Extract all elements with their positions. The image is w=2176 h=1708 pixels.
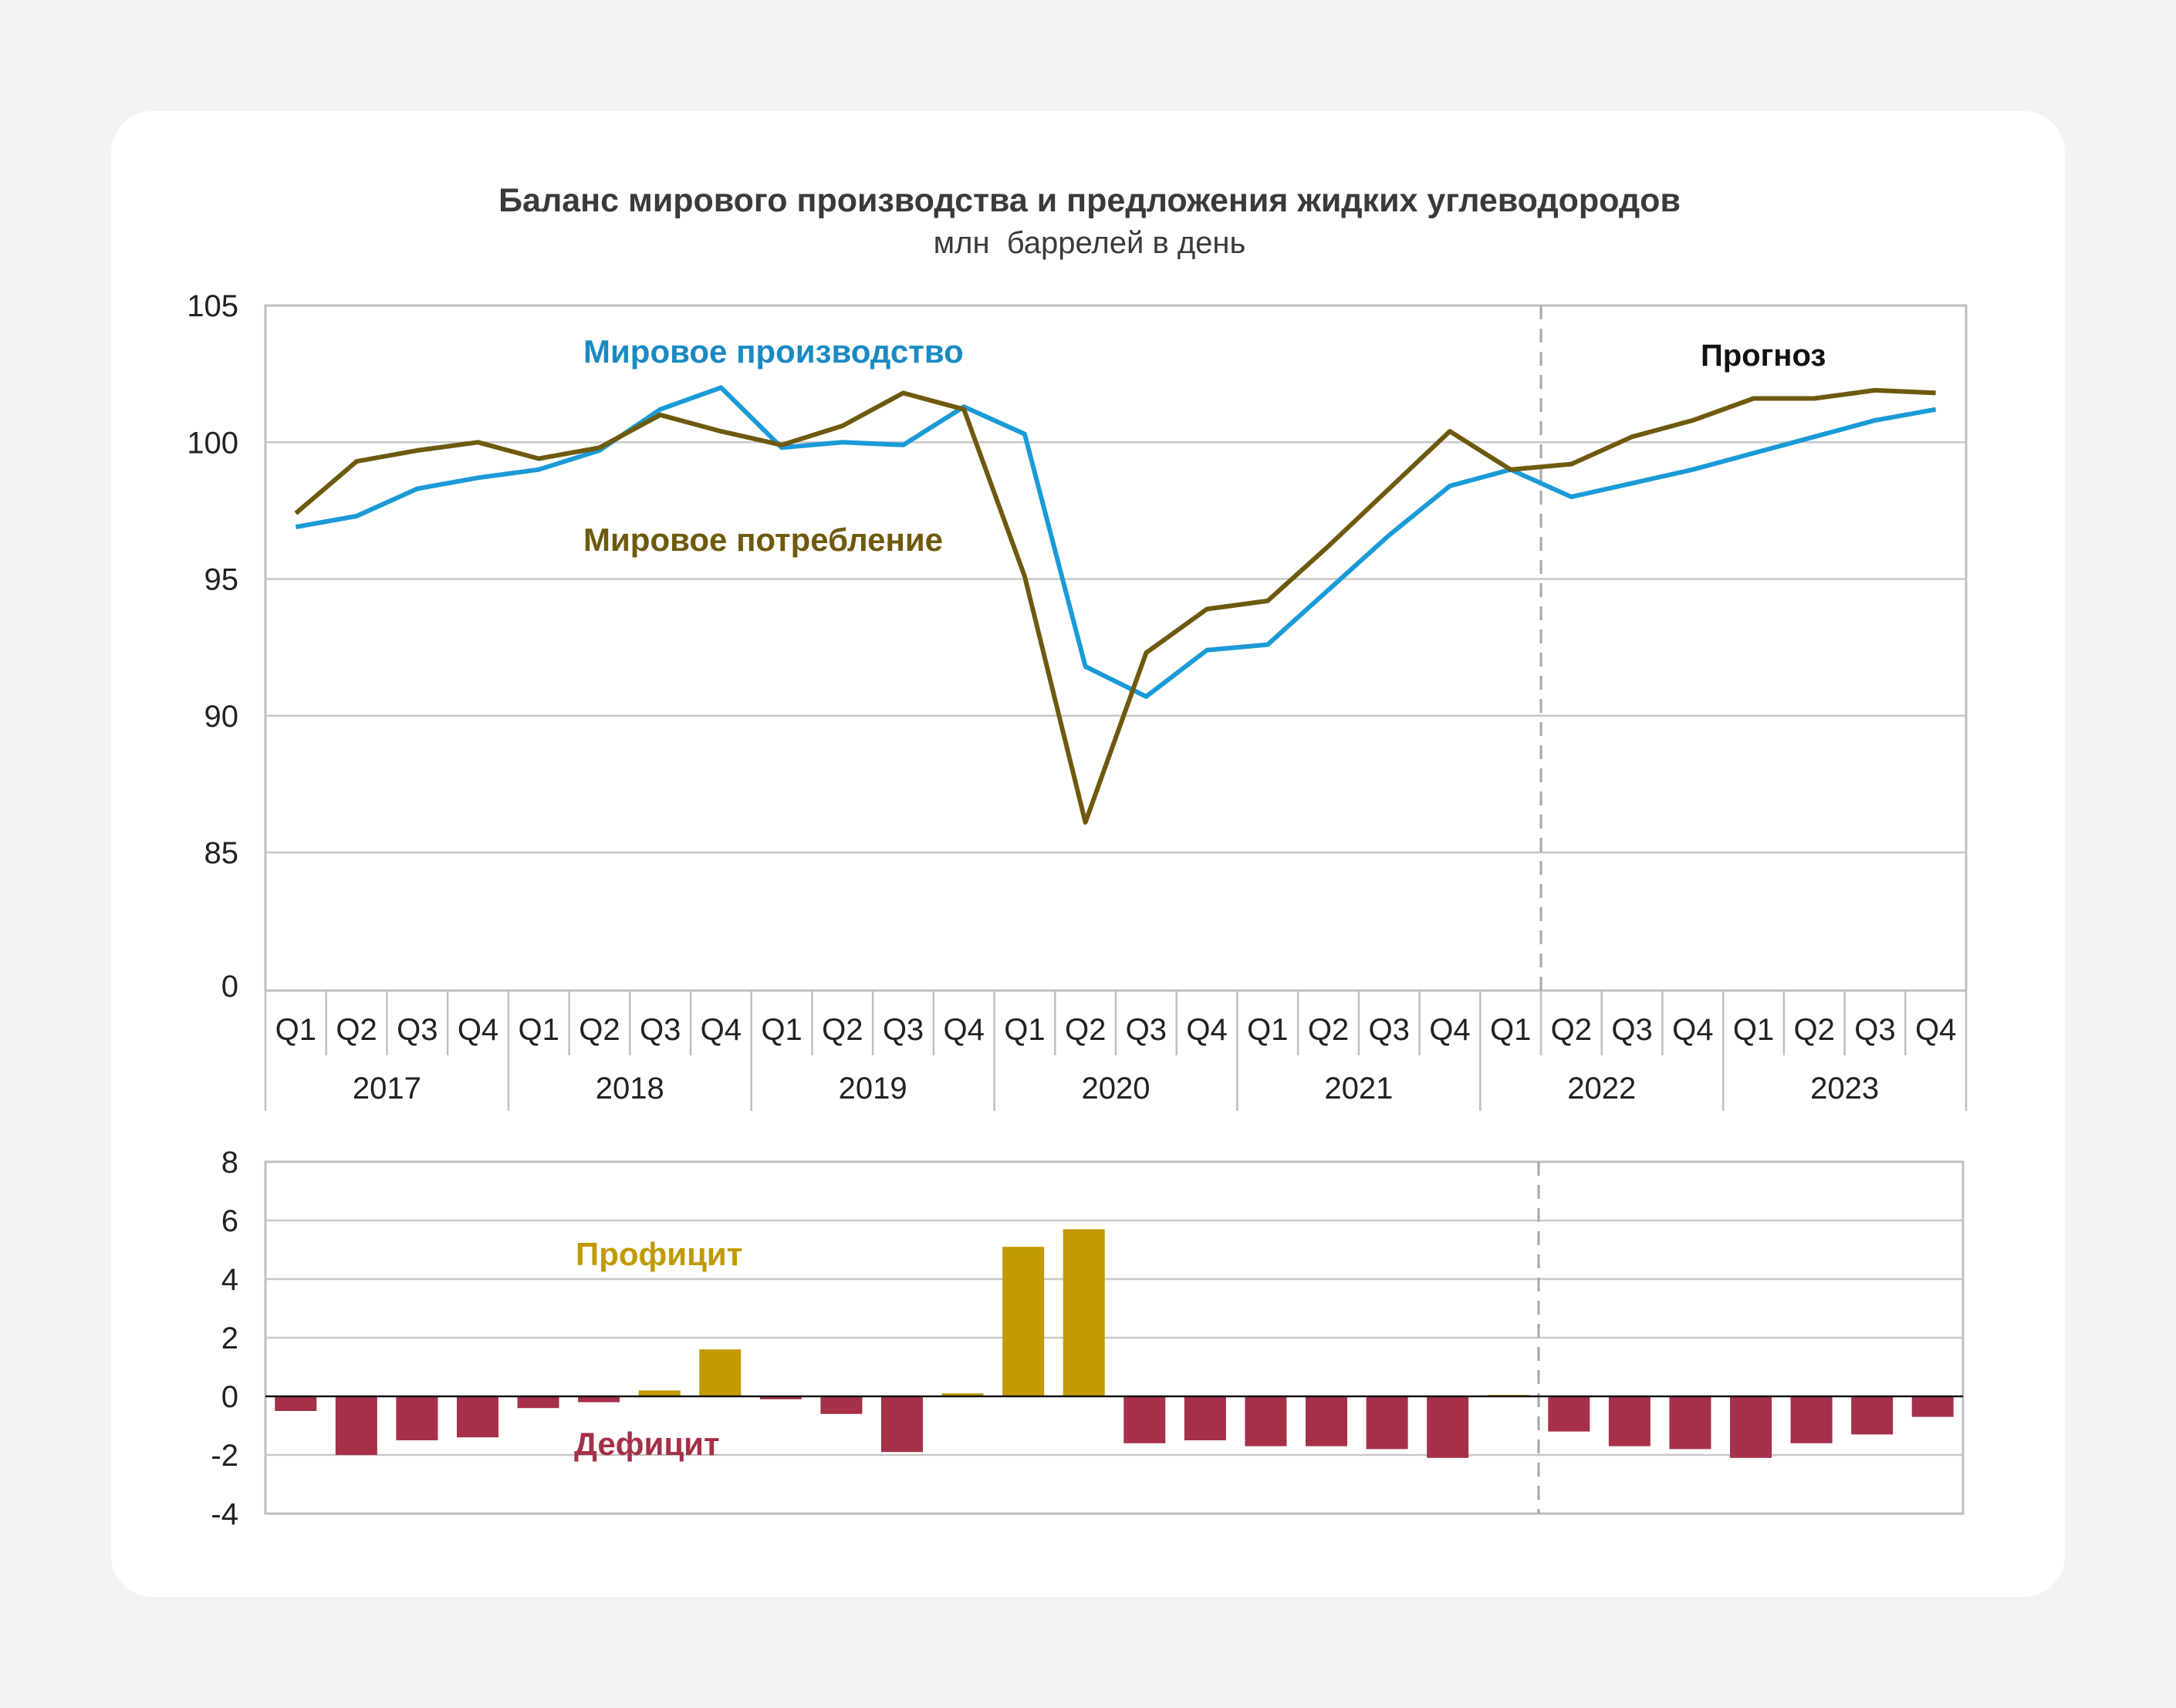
x-tick-quarter: Q4 [1915, 1013, 1956, 1047]
chart-subtitle: млн баррелей в день [934, 226, 1246, 260]
x-tick-quarter: Q4 [1429, 1013, 1470, 1047]
bar-deficit [1245, 1396, 1287, 1446]
bar-chart-y-axis: 8 6 4 2 0 -2 -4 [211, 1146, 238, 1531]
bar-chart: 8 6 4 2 0 -2 -4 Профицит Дефицит [211, 1146, 1965, 1531]
bar-surplus [1002, 1247, 1045, 1396]
series-label-production: Мировое производство [583, 333, 964, 370]
chart-svg: Баланс мирового производства и предложен… [187, 182, 1968, 1531]
bar-surplus [1063, 1229, 1105, 1396]
bar-deficit [1608, 1396, 1651, 1446]
x-tick-quarter: Q2 [1551, 1013, 1592, 1047]
bar-deficit [457, 1396, 498, 1438]
bar-y-tick-label: 8 [221, 1146, 238, 1180]
bar-surplus [638, 1390, 681, 1396]
x-tick-quarter: Q1 [1733, 1013, 1774, 1047]
bar-deficit [1306, 1396, 1347, 1446]
bar-deficit [275, 1396, 317, 1411]
x-tick-quarter: Q2 [1065, 1013, 1106, 1047]
y-tick-label: 105 [187, 289, 238, 323]
x-tick-quarter: Q1 [1004, 1013, 1045, 1047]
y-tick-label: 85 [204, 836, 239, 870]
bar-y-tick-label: 2 [221, 1322, 238, 1355]
x-tick-quarter: Q4 [1186, 1013, 1227, 1047]
bar-deficit [1851, 1396, 1894, 1435]
x-tick-quarter: Q2 [1308, 1013, 1349, 1047]
bar-y-tick-label: -4 [211, 1497, 238, 1531]
bar-y-tick-label: -2 [211, 1439, 238, 1473]
x-tick-quarter: Q1 [519, 1013, 559, 1047]
bar-deficit [1184, 1396, 1226, 1440]
x-tick-quarter: Q4 [701, 1013, 742, 1047]
bar-deficit [881, 1396, 923, 1453]
deficit-label: Дефицит [574, 1426, 720, 1462]
x-tick-quarter: Q3 [1854, 1013, 1895, 1047]
y-tick-label: 95 [204, 563, 239, 597]
bar-deficit [396, 1396, 438, 1440]
x-tick-quarter: Q3 [640, 1013, 681, 1047]
x-tick-year: 2020 [1082, 1072, 1151, 1105]
x-tick-quarter: Q1 [1490, 1013, 1531, 1047]
line-chart-grid [264, 304, 1968, 992]
bar-deficit [517, 1396, 559, 1409]
bar-surplus [699, 1349, 742, 1396]
series-line-consumption [294, 387, 1936, 825]
x-tick-quarter: Q2 [1794, 1013, 1835, 1047]
x-tick-year: 2021 [1324, 1072, 1393, 1105]
line-chart-plot-border [264, 304, 1968, 992]
x-tick-quarter: Q3 [397, 1013, 438, 1047]
bar-deficit [759, 1396, 802, 1399]
chart-card: Баланс мирового производства и предложен… [111, 111, 2065, 1597]
bar-deficit [1790, 1396, 1833, 1443]
series-line-production [295, 385, 1937, 699]
y-tick-label: 90 [204, 700, 239, 734]
x-tick-quarter: Q4 [944, 1013, 985, 1047]
x-tick-year: 2023 [1810, 1072, 1879, 1105]
bar-deficit [335, 1396, 377, 1455]
line-chart-x-axis: Q1 Q2 Q3 Q4 Q1 Q2 Q3 Q4 Q1 Q2 Q3 Q4 Q1 Q2 Q3 Q4 Q1 Q2 Q3 Q4… [264, 989, 1968, 1111]
x-tick-year: 2019 [839, 1072, 907, 1105]
bar-deficit [1548, 1396, 1590, 1432]
series-label-consumption: Мировое потребление [583, 522, 943, 558]
y-tick-label: 0 [221, 970, 238, 1004]
x-tick-quarter: Q1 [275, 1013, 316, 1047]
x-tick-quarter: Q3 [883, 1013, 924, 1047]
bar-surplus [941, 1393, 984, 1396]
bar-deficit [1669, 1396, 1711, 1450]
bar-deficit [578, 1396, 620, 1403]
x-tick-year: 2017 [353, 1072, 421, 1105]
x-tick-quarter: Q2 [579, 1013, 620, 1047]
x-tick-quarter: Q1 [761, 1013, 802, 1047]
x-tick-quarter: Q2 [822, 1013, 863, 1047]
bar-deficit [1911, 1396, 1954, 1417]
forecast-label: Прогноз [1701, 339, 1826, 373]
surplus-label: Профицит [576, 1236, 742, 1272]
bar-deficit [1366, 1396, 1408, 1450]
x-tick-quarter: Q2 [336, 1013, 377, 1047]
bar-deficit [820, 1396, 863, 1414]
bar-deficit [1123, 1396, 1166, 1443]
chart-title: Баланс мирового производства и предложен… [498, 182, 1681, 219]
bar-y-tick-label: 6 [221, 1204, 238, 1238]
x-tick-quarter: Q1 [1247, 1013, 1288, 1047]
x-tick-quarter: Q3 [1369, 1013, 1410, 1047]
x-tick-quarter: Q4 [458, 1013, 498, 1047]
line-chart-series [294, 385, 1937, 825]
bar-y-tick-label: 0 [221, 1380, 238, 1414]
x-tick-year: 2022 [1567, 1072, 1636, 1105]
bar-chart-grid [264, 1160, 1965, 1515]
bar-y-tick-label: 4 [221, 1263, 238, 1297]
x-tick-quarter: Q3 [1126, 1013, 1167, 1047]
x-tick-quarter: Q3 [1611, 1013, 1652, 1047]
bar-deficit [1427, 1396, 1469, 1458]
x-tick-quarter: Q4 [1672, 1013, 1713, 1047]
bar-chart-bars [275, 1229, 1954, 1458]
bar-deficit [1730, 1396, 1772, 1458]
y-tick-label: 100 [187, 426, 238, 460]
x-tick-year: 2018 [596, 1072, 664, 1105]
line-chart-y-axis: 0 85 90 95 100 105 [187, 289, 238, 1004]
